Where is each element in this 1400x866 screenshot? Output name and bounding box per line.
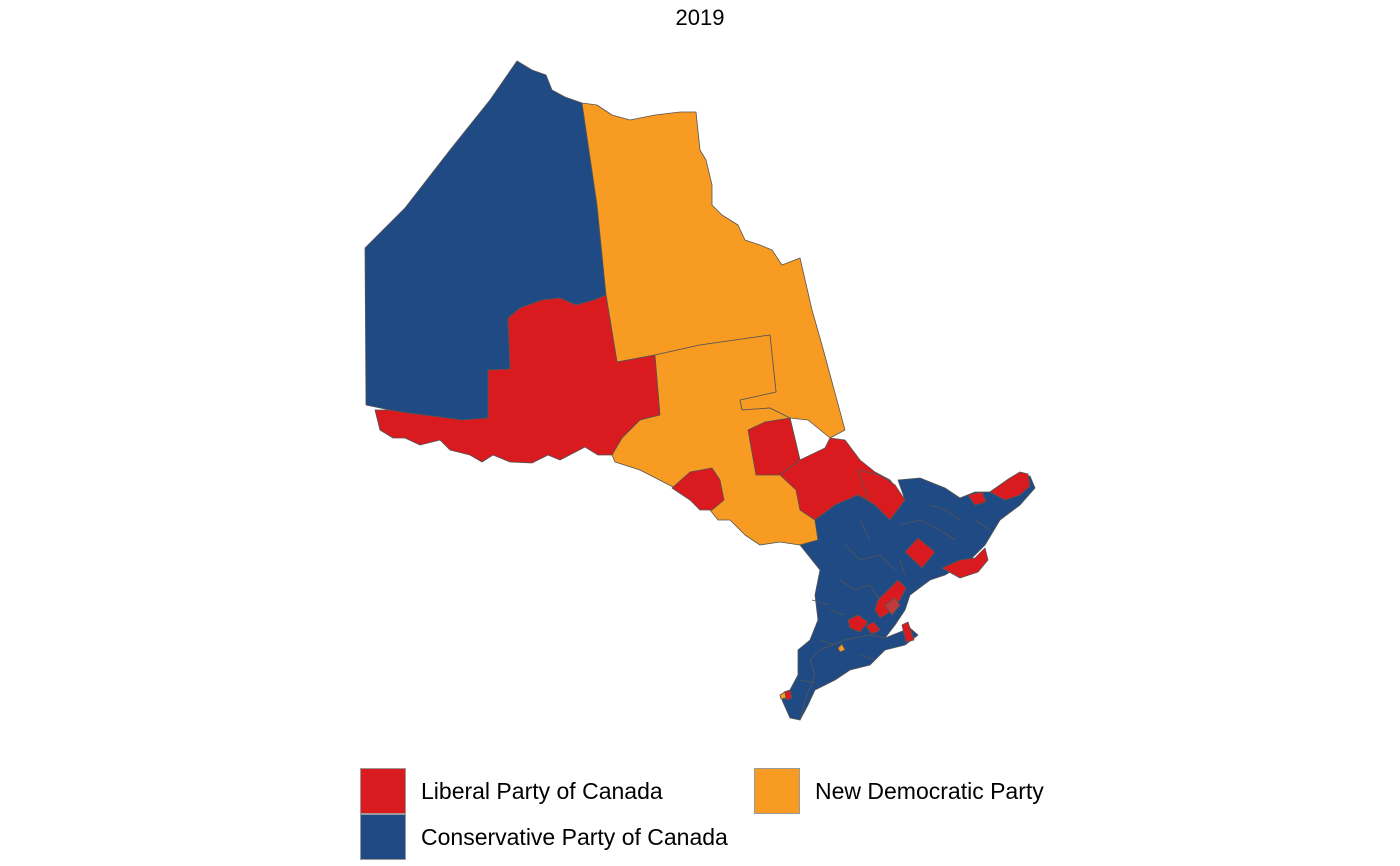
riding-peterborough[interactable] [904, 537, 936, 569]
riding-toronto-core[interactable] [884, 597, 901, 616]
legend-label-liberal: Liberal Party of Canada [421, 778, 663, 804]
riding-kitchener[interactable] [865, 621, 881, 635]
riding-hamilton-centre[interactable] [837, 643, 846, 653]
riding-niagara[interactable] [901, 621, 915, 643]
riding-hamilton[interactable] [847, 614, 869, 633]
riding-toronto-gta[interactable] [874, 579, 907, 619]
riding-algoma-manitoulin[interactable] [611, 334, 833, 546]
riding-windsor-west[interactable] [779, 691, 787, 700]
riding-glengarry[interactable] [967, 491, 987, 506]
riding-thunder-bay-superior[interactable] [374, 294, 661, 464]
legend-swatch-ndp [754, 768, 800, 814]
riding-boundaries [799, 504, 991, 684]
legend-label-conservative: Conservative Party of Canada [421, 824, 728, 850]
legend-swatch-conservative [360, 814, 406, 860]
map-title: 2019 [675, 5, 725, 30]
legend-swatch-liberal [360, 768, 406, 814]
map-legend: Liberal Party of Canada New Democratic P… [360, 768, 1080, 862]
riding-ottawa[interactable] [989, 471, 1031, 501]
riding-sault-ste-marie[interactable] [671, 467, 725, 511]
legend-label-ndp: New Democratic Party [815, 778, 1044, 804]
riding-kingston[interactable] [941, 547, 989, 579]
riding-southwestern-ontario[interactable] [799, 627, 919, 721]
riding-central-ontario[interactable] [781, 475, 1036, 721]
